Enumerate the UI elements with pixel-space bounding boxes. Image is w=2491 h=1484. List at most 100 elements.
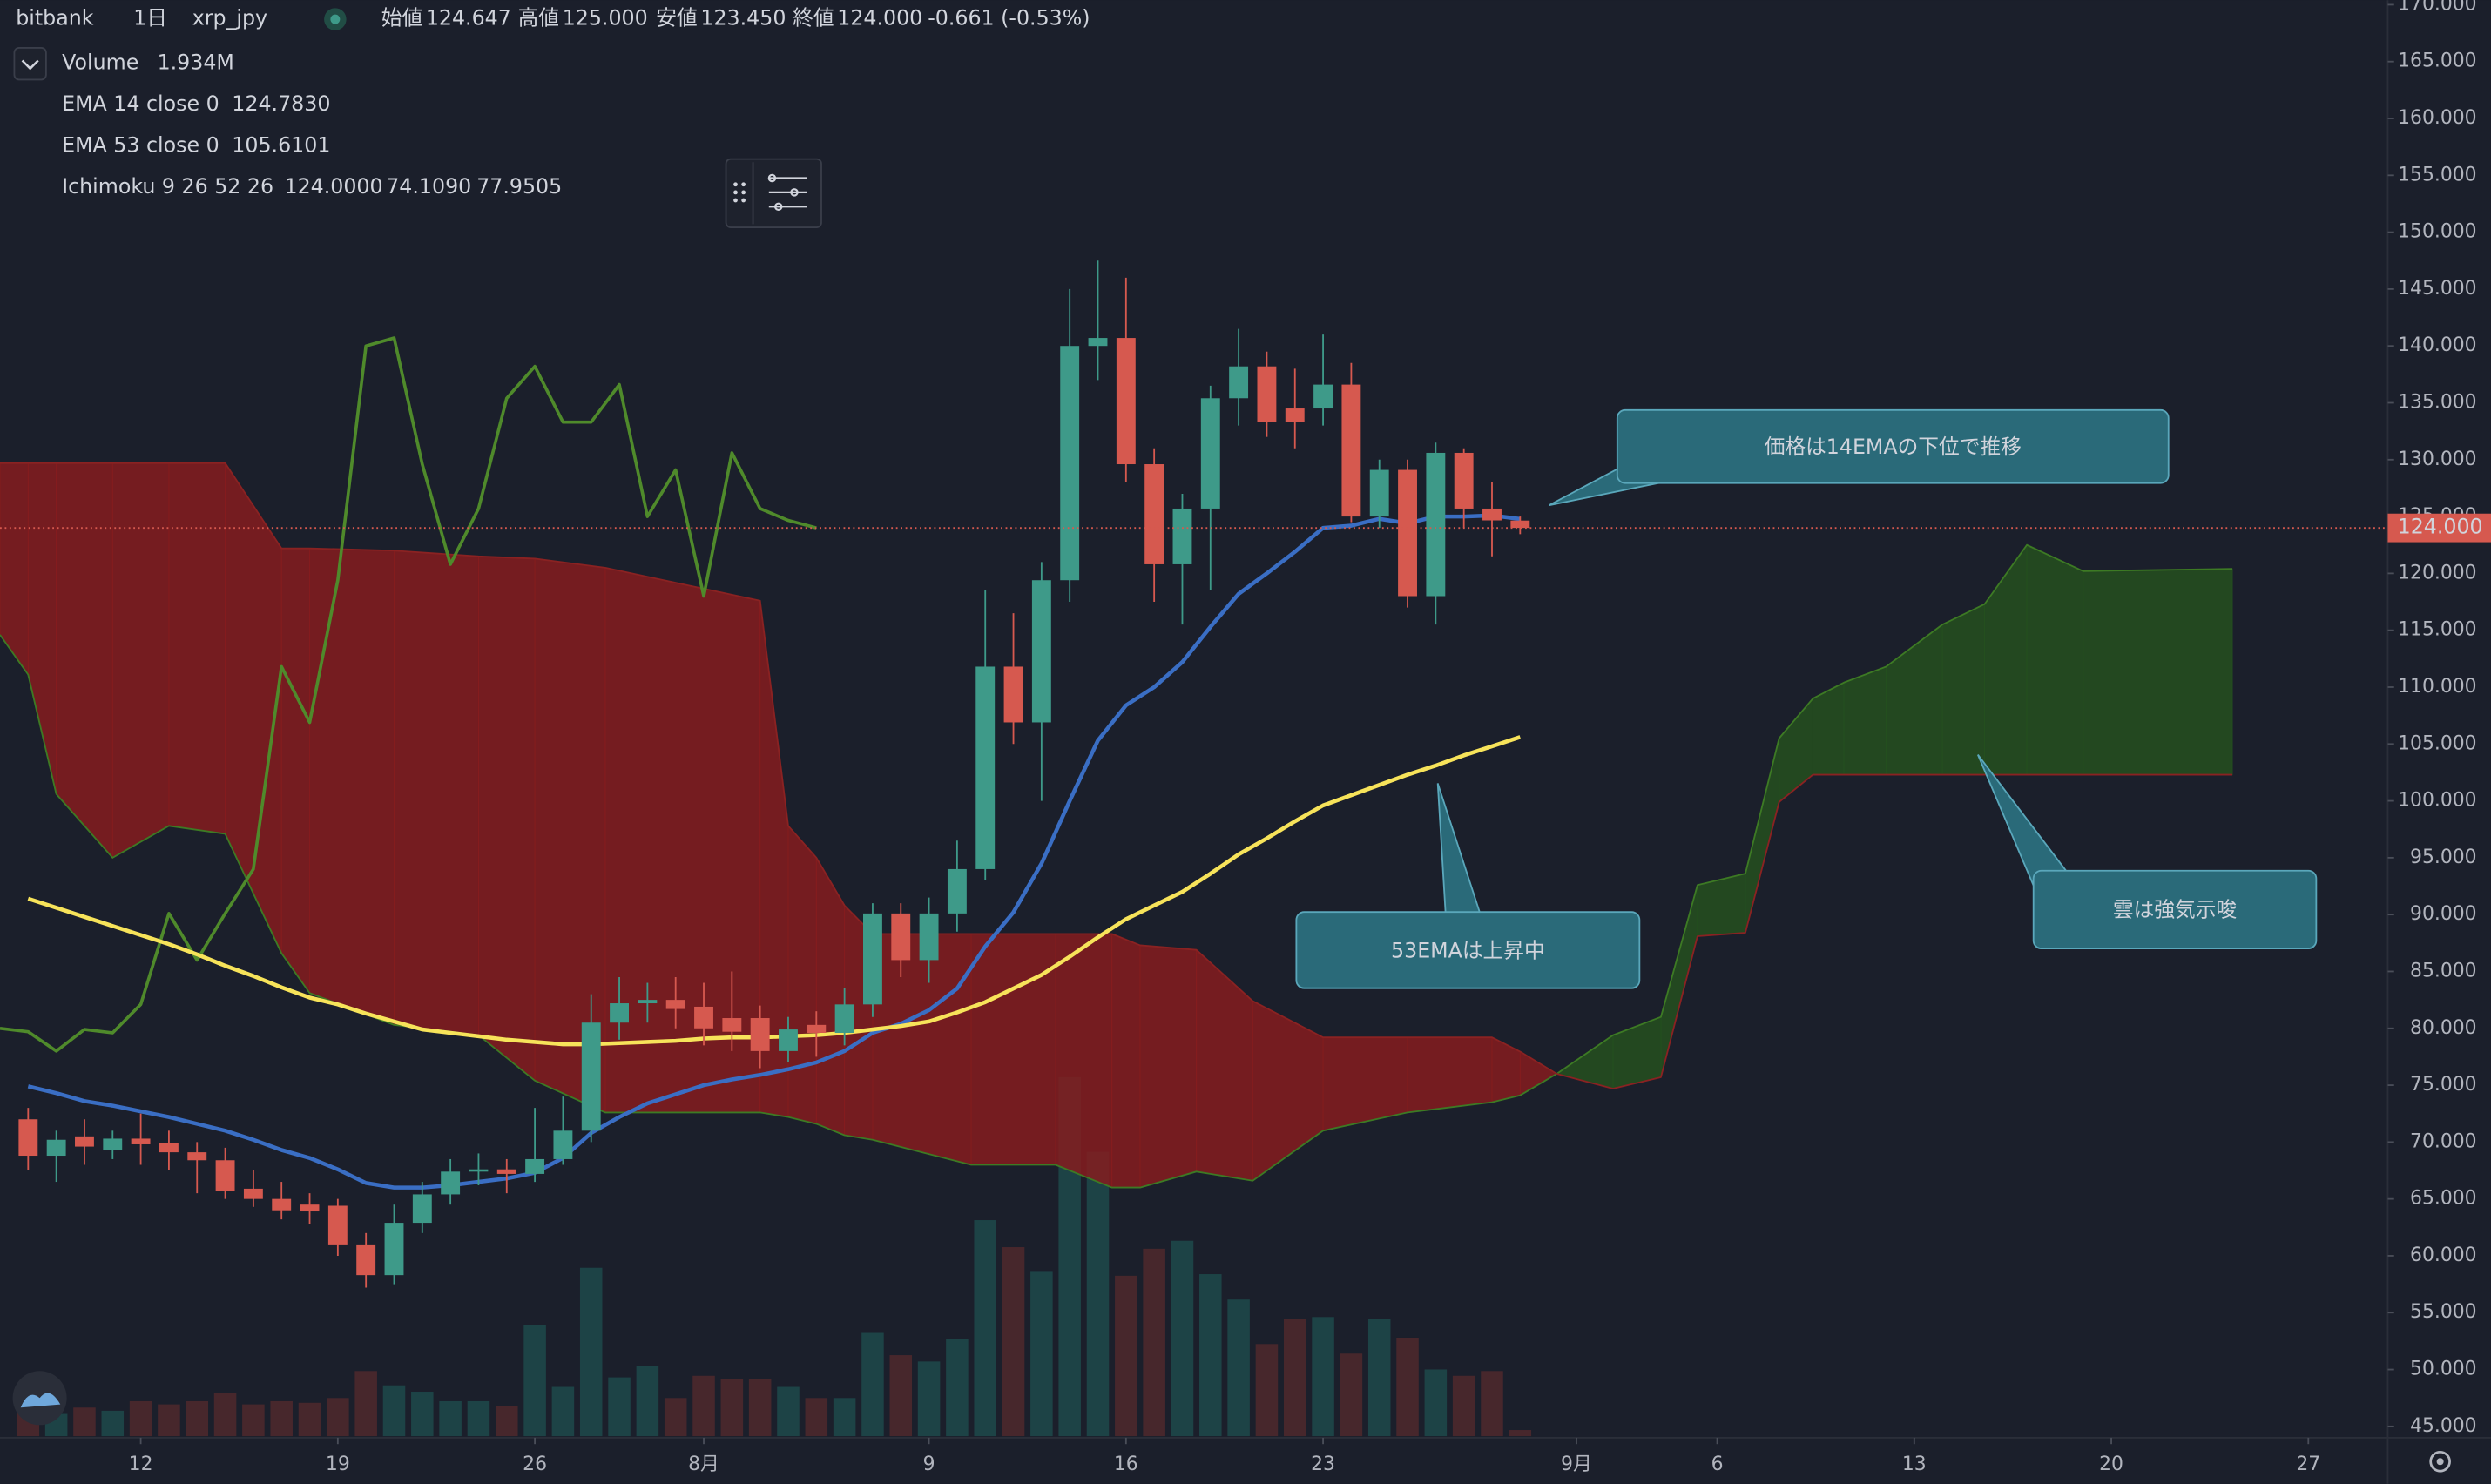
candle-body	[1426, 452, 1446, 597]
y-tick-label: 50.000	[2410, 1359, 2477, 1380]
legend-entry: 1.934M	[158, 51, 234, 75]
volume-bar	[1030, 1271, 1053, 1437]
y-tick-label: 90.000	[2410, 903, 2477, 925]
callout-text: 53EMAは上昇中	[1391, 938, 1545, 962]
volume-bar	[270, 1400, 293, 1437]
volume-bar	[411, 1392, 434, 1437]
volume-bar	[1171, 1240, 1194, 1437]
x-tick-label: 9	[923, 1454, 935, 1475]
collapse-button[interactable]	[13, 47, 47, 81]
y-tick-label: 95.000	[2410, 847, 2477, 868]
y-tick-label: 70.000	[2410, 1130, 2477, 1152]
candle-body	[412, 1194, 432, 1224]
candle-body	[1313, 384, 1333, 409]
volume-bar	[354, 1371, 377, 1437]
cloud-segment	[394, 550, 479, 1036]
toolbar-button[interactable]	[725, 158, 822, 228]
x-tick-label: 8月	[688, 1454, 719, 1475]
legend-entry: EMA 14 close 0	[62, 91, 219, 116]
y-tick-label: 130.000	[2398, 449, 2476, 470]
volume-bar	[1086, 1151, 1110, 1437]
candle-body	[638, 1000, 658, 1004]
volume-bar	[1396, 1337, 1419, 1437]
candle-body	[779, 1029, 798, 1051]
candle-body	[807, 1024, 827, 1033]
header-close: 124.000	[837, 6, 922, 30]
y-tick-label: 110.000	[2398, 676, 2476, 698]
leading-span-b	[0, 462, 2233, 1089]
candle-body	[1229, 366, 1249, 399]
callout-text: 価格は14EMAの下位で推移	[1765, 435, 2022, 459]
volume-bar	[692, 1375, 715, 1437]
header-change: -0.661 (-0.53%)	[928, 6, 1090, 30]
candle-body	[215, 1160, 235, 1191]
candle-body	[384, 1223, 404, 1276]
x-tick-label: 23	[1311, 1454, 1335, 1475]
cloud-segment	[56, 462, 113, 860]
candle-body	[750, 1018, 770, 1051]
leading-span-a	[0, 543, 2233, 1189]
cloud-segment	[280, 548, 310, 995]
volume-bar	[1340, 1353, 1363, 1437]
volume-bar	[551, 1386, 575, 1437]
candle-body	[862, 913, 882, 1005]
logo[interactable]	[12, 1371, 67, 1426]
x-tick-label: 26	[523, 1454, 547, 1475]
volume-bar	[213, 1393, 237, 1437]
x-tick-label: 27	[2296, 1454, 2320, 1475]
callout-box	[2032, 869, 2318, 950]
volume-bar	[496, 1406, 518, 1437]
last-price-label: 124.000	[2398, 515, 2483, 539]
candle-body	[581, 1022, 601, 1131]
candle-body	[159, 1143, 179, 1153]
volume-bar	[1283, 1319, 1306, 1437]
cloud-segment	[1055, 933, 1113, 1189]
y-tick-label: 145.000	[2398, 278, 2476, 300]
callout-box	[1295, 911, 1641, 989]
y-tick-label: 75.000	[2410, 1074, 2477, 1096]
x-tick-label: 9月	[1561, 1454, 1592, 1475]
y-tick-label: 80.000	[2410, 1017, 2477, 1039]
ema-line	[27, 735, 1522, 1047]
legend-entry: Volume	[62, 51, 138, 75]
candle-body	[131, 1138, 151, 1144]
candle-body	[75, 1136, 94, 1147]
header-interval: 1日	[133, 6, 167, 30]
volume-bar	[917, 1361, 941, 1437]
x-tick-label: 16	[1114, 1454, 1138, 1475]
settings-icon[interactable]	[2429, 1450, 2451, 1473]
candle-body	[1285, 408, 1305, 422]
candle-body	[694, 1006, 713, 1029]
volume-bar	[467, 1400, 490, 1437]
y-tick-label: 45.000	[2410, 1415, 2477, 1437]
volume-bar	[889, 1355, 913, 1437]
y-tick-label: 100.000	[2398, 790, 2476, 812]
candle-body	[665, 1000, 685, 1009]
y-tick-label: 60.000	[2410, 1245, 2477, 1266]
candle-body	[1003, 666, 1023, 723]
candle-body	[1088, 338, 1108, 347]
header-open-name: 始値	[381, 6, 422, 30]
legend-entry: 124.0000	[284, 174, 382, 199]
volume-bar	[974, 1220, 996, 1437]
cloud-segment	[111, 462, 170, 859]
y-tick-label: 115.000	[2398, 619, 2476, 641]
plot-area	[0, 260, 2388, 1437]
ema-line	[27, 513, 1521, 1190]
header-open: 124.647	[426, 6, 511, 30]
candle-body	[1510, 520, 1530, 529]
cloud-segment	[970, 933, 1056, 1165]
candle-body	[300, 1204, 320, 1212]
volume-bar	[523, 1325, 546, 1437]
y-tick-label: 85.000	[2410, 960, 2477, 981]
cloud-segment	[872, 933, 972, 1166]
cloud-segment	[1407, 1036, 1493, 1113]
candle-body	[834, 1004, 854, 1033]
volume-bar	[1143, 1248, 1165, 1437]
candle-body	[1369, 469, 1389, 517]
volume-bar	[298, 1402, 321, 1437]
candle-body	[187, 1152, 207, 1161]
legend-entry: EMA 53 close 0	[62, 133, 219, 158]
